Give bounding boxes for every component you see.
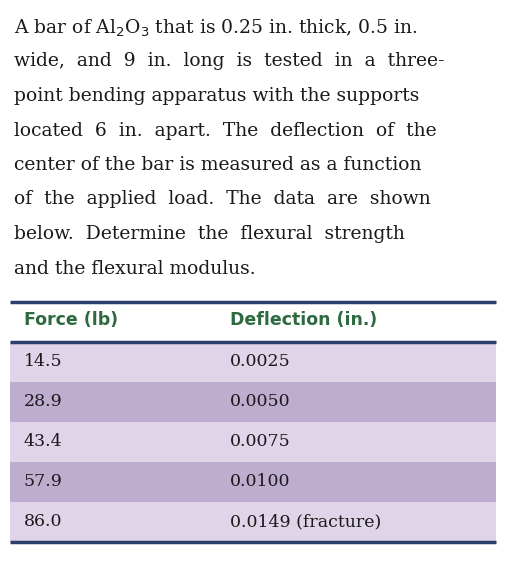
Text: 0.0050: 0.0050 [230,393,290,411]
Text: 28.9: 28.9 [24,393,63,411]
Text: 0.0149 (fracture): 0.0149 (fracture) [230,514,380,531]
Text: 43.4: 43.4 [24,434,63,451]
Text: 0.0075: 0.0075 [230,434,290,451]
Text: wide,  and  9  in.  long  is  tested  in  a  three-: wide, and 9 in. long is tested in a thre… [14,53,443,70]
Text: below.  Determine  the  flexural  strength: below. Determine the flexural strength [14,225,404,243]
Bar [10,382,495,422]
Text: 86.0: 86.0 [24,514,63,531]
Text: 57.9: 57.9 [24,473,63,490]
Text: Force (lb): Force (lb) [24,311,118,329]
Text: point bending apparatus with the supports: point bending apparatus with the support… [14,87,419,105]
Text: located  6  in.  apart.  The  deflection  of  the: located 6 in. apart. The deflection of t… [14,121,436,139]
Bar [10,462,495,502]
Text: and the flexural modulus.: and the flexural modulus. [14,260,255,277]
Text: Deflection (in.): Deflection (in.) [230,311,377,329]
Text: center of the bar is measured as a function: center of the bar is measured as a funct… [14,156,421,174]
Text: 0.0025: 0.0025 [230,353,290,370]
Bar [10,342,495,382]
Text: 0.0100: 0.0100 [230,473,290,490]
Bar [10,422,495,462]
Text: 14.5: 14.5 [24,353,63,370]
Text: A bar of Al$_2$O$_3$ that is 0.25 in. thick, 0.5 in.: A bar of Al$_2$O$_3$ that is 0.25 in. th… [14,18,417,39]
Bar [10,502,495,542]
Text: of  the  applied  load.  The  data  are  shown: of the applied load. The data are shown [14,191,430,209]
